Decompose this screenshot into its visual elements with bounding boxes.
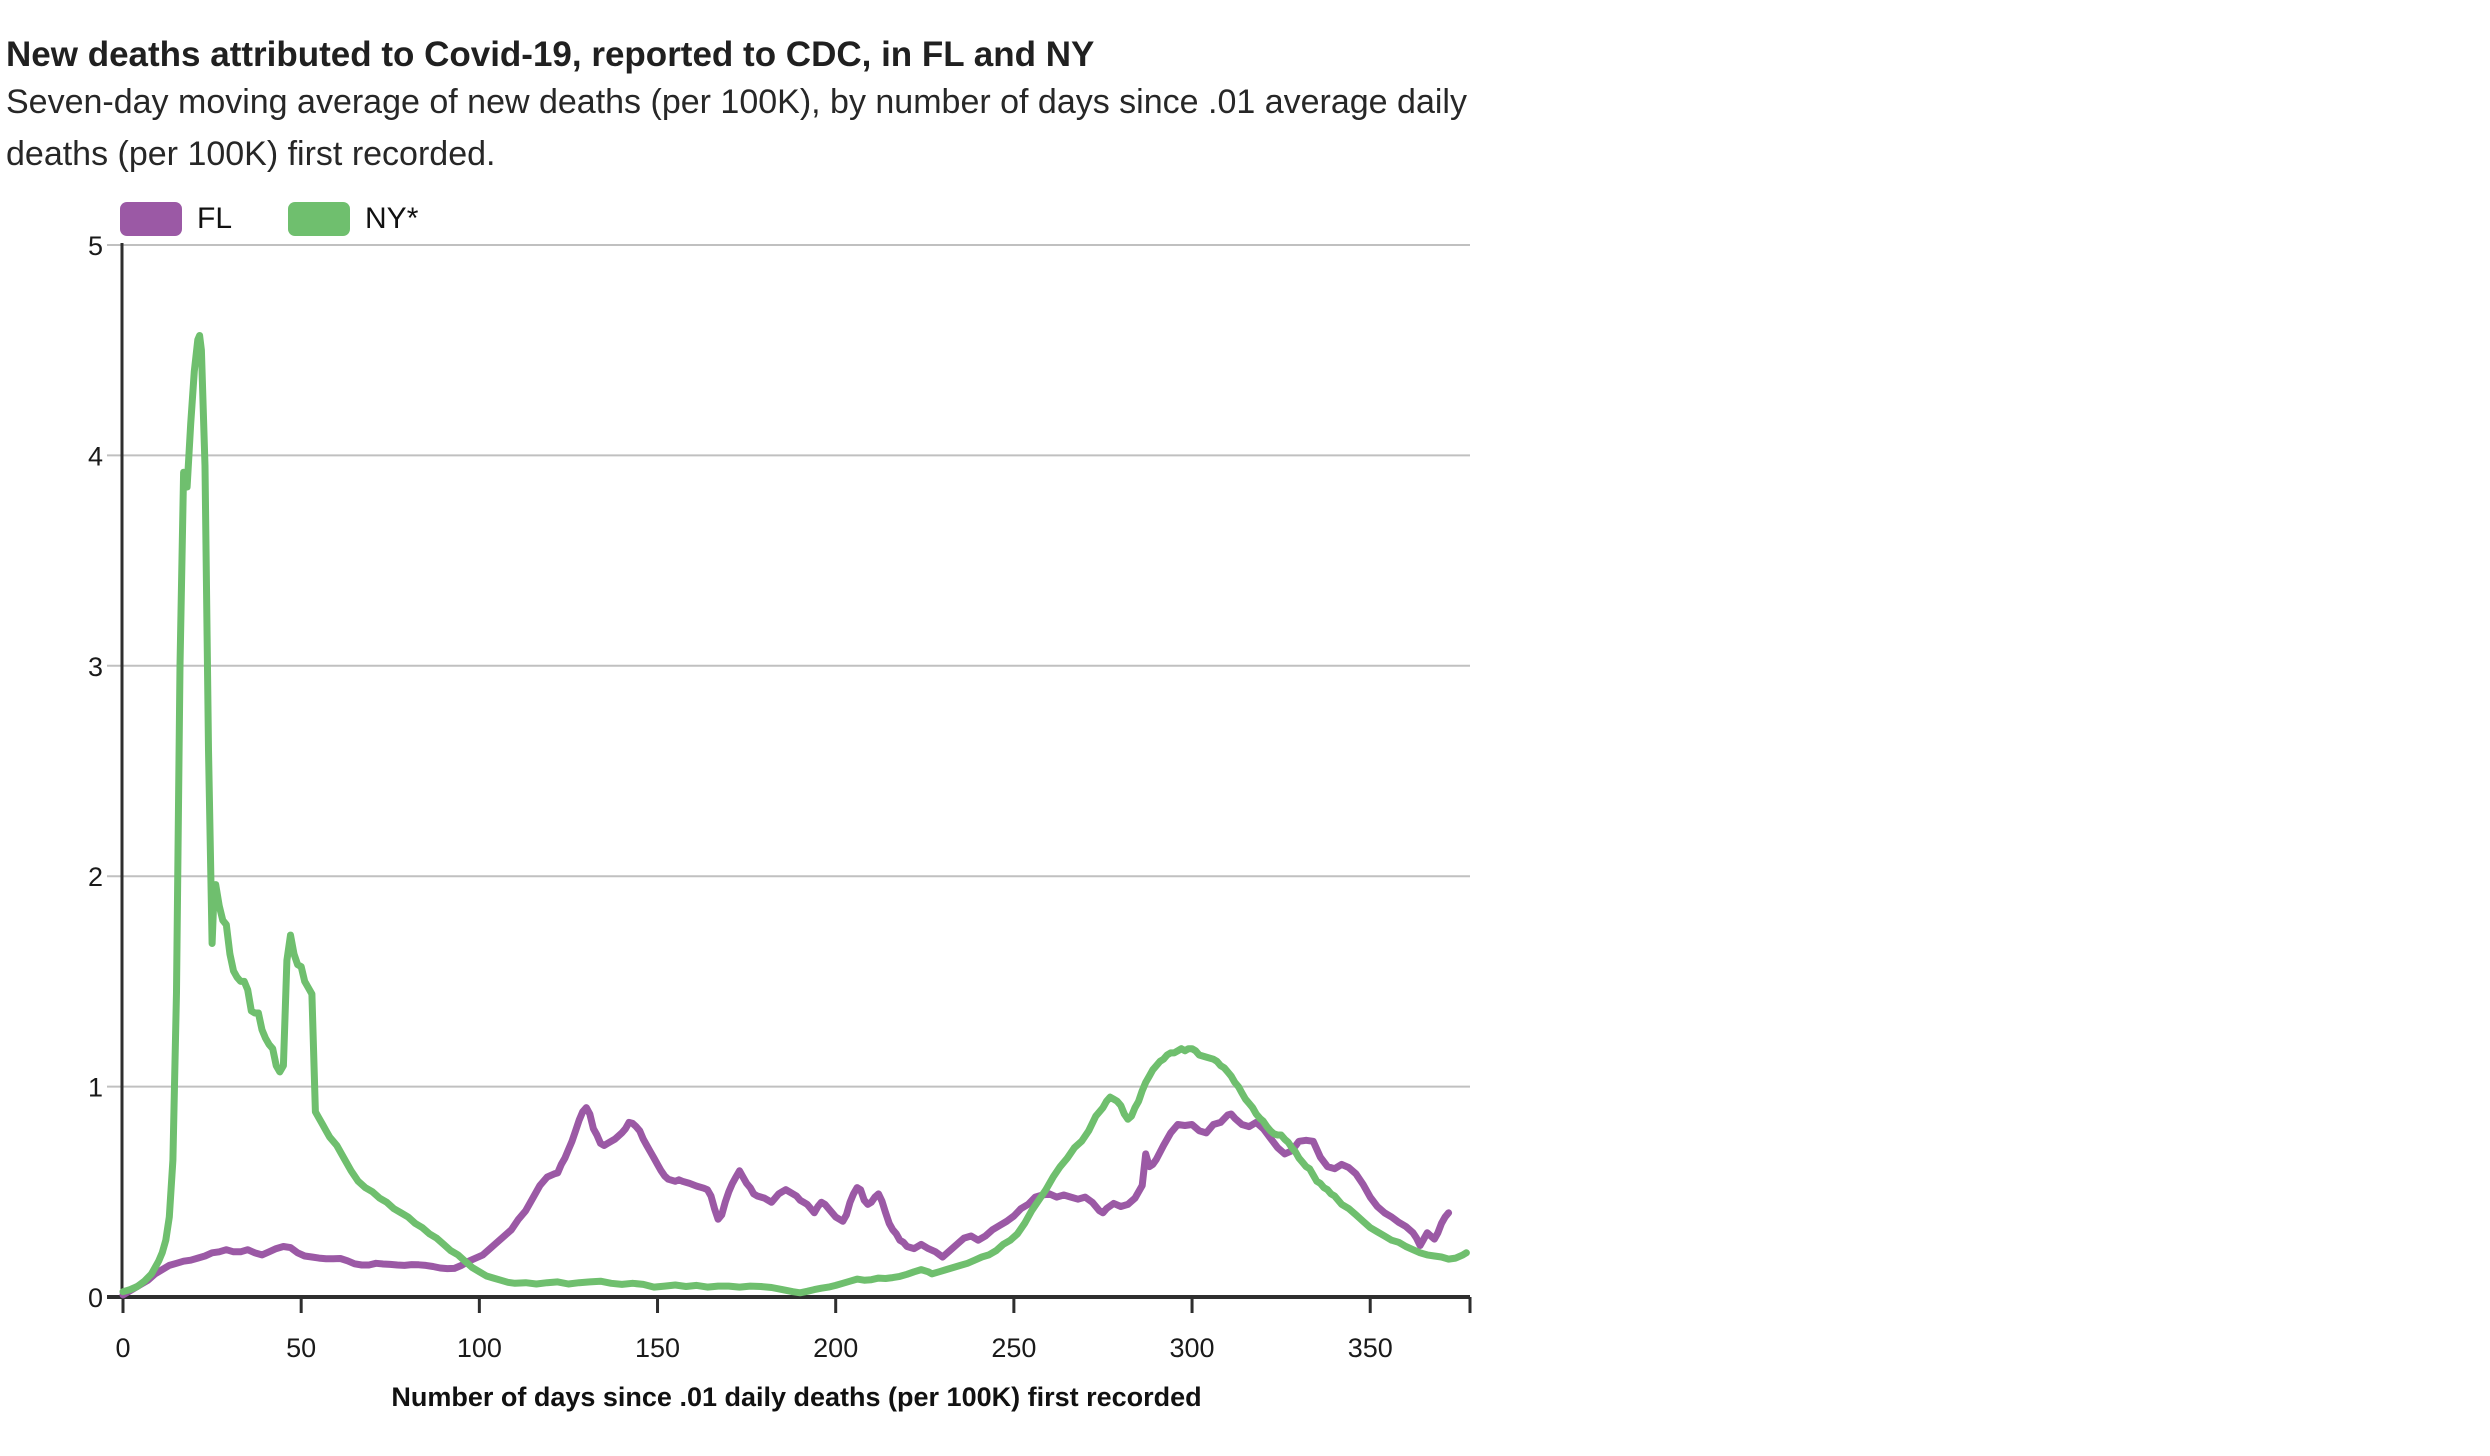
y-tick-label-0: 0: [88, 1283, 103, 1313]
y-tick-label-2: 2: [88, 862, 103, 892]
legend-item-fl: FL: [120, 202, 232, 236]
series-line-ny: [119, 332, 1470, 1297]
x-tick-label-0: 0: [115, 1333, 130, 1363]
y-tick-label-5: 5: [88, 231, 103, 261]
page-subtitle: Seven-day moving average of new deaths (…: [6, 76, 1467, 180]
x-tick-label-350: 350: [1348, 1333, 1393, 1363]
ny-legend-label: NY*: [365, 202, 419, 235]
x-tick-label-300: 300: [1170, 1333, 1215, 1363]
series-line-fl: [119, 1104, 1453, 1299]
x-tick-label-50: 50: [286, 1333, 316, 1363]
legend-item-ny: NY*: [288, 202, 418, 236]
ny-legend-swatch: [288, 202, 351, 236]
y-tick-label-1: 1: [88, 1073, 103, 1103]
x-tick-label-200: 200: [813, 1333, 858, 1363]
page-subtitle-line-2: deaths (per 100K) first recorded.: [6, 135, 496, 173]
x-tick-label-100: 100: [457, 1333, 502, 1363]
fl-legend-swatch: [120, 202, 182, 236]
page-subtitle-line-1: Seven-day moving average of new deaths (…: [6, 83, 1467, 121]
x-axis-title: Number of days since .01 daily deaths (p…: [391, 1382, 1202, 1412]
page-title: New deaths attributed to Covid-19, repor…: [6, 35, 1095, 75]
x-tick-label-150: 150: [635, 1333, 680, 1363]
y-tick-label-4: 4: [88, 441, 103, 471]
fl-legend-label: FL: [197, 202, 233, 235]
x-tick-label-250: 250: [991, 1333, 1036, 1363]
y-tick-label-3: 3: [88, 652, 103, 682]
chart-legend: FL NY*: [120, 202, 418, 236]
